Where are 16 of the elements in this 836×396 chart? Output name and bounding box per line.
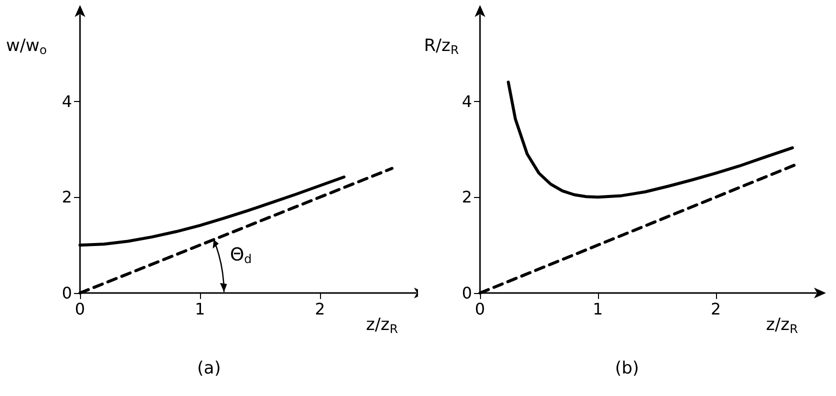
y-tick-label: 4 [462, 92, 472, 111]
x-tick-label: 1 [194, 300, 206, 318]
text: (b) [614, 358, 640, 378]
x-tick-label: 2 [710, 300, 721, 318]
y-tick-label: 2 [462, 188, 472, 207]
y-tick-label: 2 [62, 188, 72, 207]
y-tick-label: 0 [462, 284, 472, 302]
y-tick-label: 0 [62, 284, 72, 302]
x-tick-label: 0 [74, 300, 86, 318]
line-series [506, 80, 794, 199]
text: (a) [197, 358, 221, 378]
x-tick-label: 1 [592, 300, 603, 318]
x-tick-label: 0 [474, 300, 486, 318]
y-tick-label: 4 [62, 92, 72, 111]
x-tick-label: 2 [314, 300, 326, 318]
annotation: Θd [230, 244, 252, 266]
